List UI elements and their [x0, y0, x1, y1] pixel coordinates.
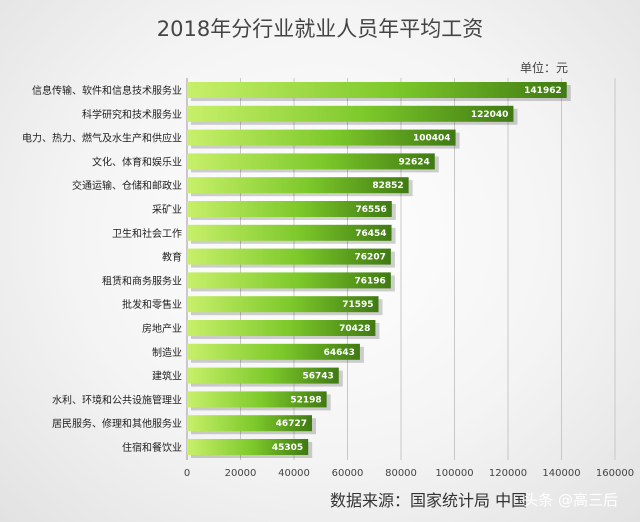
data-label: 141962 [524, 86, 562, 96]
x-tick-label: 100000 [435, 468, 473, 479]
x-tick-label: 80000 [385, 468, 417, 479]
data-label: 64643 [324, 348, 355, 358]
unit-label: 单位：元 [520, 60, 568, 75]
data-label: 76207 [355, 253, 386, 263]
bar [187, 248, 391, 265]
category-label: 信息传输、软件和信息技术服务业 [32, 84, 182, 97]
data-label: 46727 [276, 419, 307, 429]
category-label: 水利、环境和公共设施管理业 [52, 393, 182, 406]
x-tick-label: 120000 [489, 468, 527, 479]
x-tick-label: 20000 [225, 468, 257, 479]
data-label: 76556 [355, 205, 386, 215]
bar [187, 439, 309, 455]
data-label: 70428 [339, 324, 370, 334]
category-label: 文化、体育和娱乐业 [92, 155, 182, 168]
category-label: 卫生和社会工作 [112, 227, 182, 240]
category-label: 科学研究和技术服务业 [82, 108, 182, 121]
bar [187, 224, 392, 241]
source-note: 数据来源：国家统计局 中国 [330, 491, 527, 510]
bar [187, 415, 312, 432]
data-label: 71595 [342, 300, 373, 310]
bar [187, 272, 391, 289]
x-axis: 0 20000 40000 60000 80000 100000 120000 140000 1… [22, 78, 634, 479]
x-tick-label: 140000 [542, 468, 580, 479]
watermark: 头条 @高三后 [523, 491, 618, 509]
category-label: 制造业 [152, 346, 182, 359]
data-label: 100404 [413, 134, 451, 144]
data-label: 76454 [355, 229, 386, 239]
data-label: 45305 [272, 443, 303, 453]
x-tick-label: 160000 [596, 468, 634, 479]
data-label: 92624 [398, 157, 429, 167]
bars: 141962 122040 100404 92624 82852 76556 76454 76… [187, 82, 571, 458]
data-label: 82852 [372, 181, 403, 191]
category-label: 建筑业 [152, 370, 182, 383]
data-label: 76196 [355, 276, 386, 286]
bar [187, 153, 435, 170]
data-label: 122040 [471, 110, 509, 120]
x-tick-label: 40000 [278, 468, 310, 479]
category-label: 批发和零售业 [122, 298, 182, 311]
x-tick-label: 60000 [332, 468, 364, 479]
bar [187, 129, 456, 146]
data-label: 52198 [290, 395, 321, 405]
category-label: 租赁和商务服务业 [102, 274, 182, 287]
category-label: 采矿业 [152, 203, 182, 216]
bar [187, 320, 376, 336]
bar [187, 391, 327, 408]
category-label: 住宿和餐饮业 [122, 441, 182, 454]
bar [187, 105, 514, 122]
bar [187, 296, 379, 313]
category-label: 教育 [162, 251, 182, 264]
bar [187, 201, 392, 217]
bar [187, 367, 339, 384]
bar [187, 343, 360, 360]
category-label: 电力、热力、燃气及水生产和供应业 [22, 132, 182, 145]
category-label: 居民服务、修理和其他服务业 [52, 417, 182, 430]
bar [187, 177, 409, 194]
x-tick-label: 0 [184, 468, 190, 479]
chart-title: 2018年分行业就业人员年平均工资 [157, 17, 483, 41]
data-label: 56743 [302, 372, 333, 382]
category-label: 交通运输、仓储和邮政业 [72, 179, 182, 192]
bar [187, 82, 567, 98]
category-label: 房地产业 [142, 322, 182, 335]
